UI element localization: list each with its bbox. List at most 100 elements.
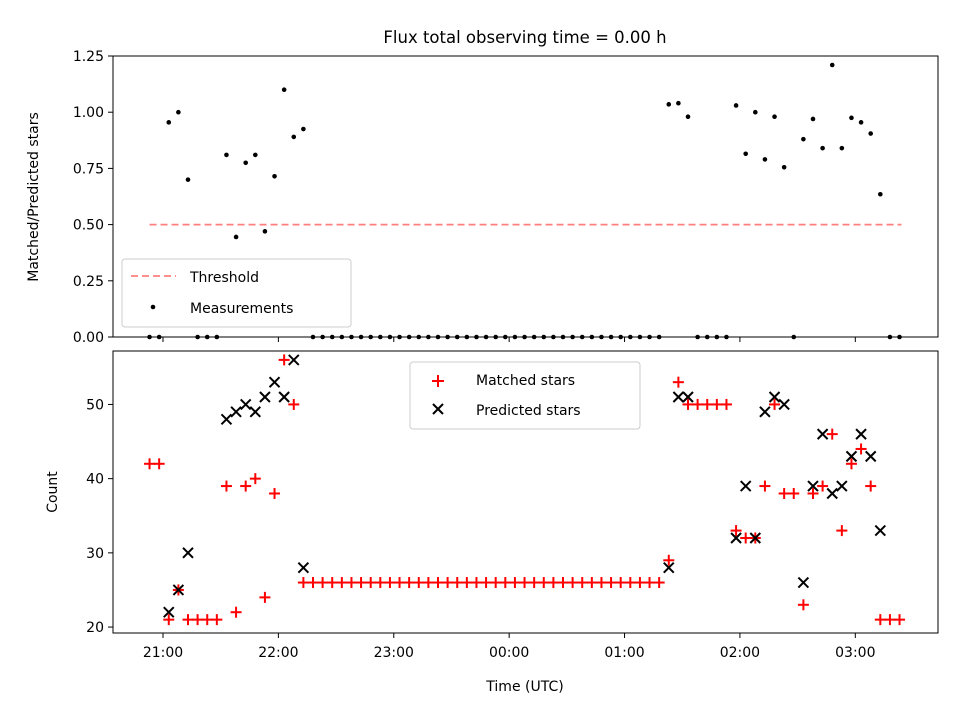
predicted-star-point	[845, 450, 858, 463]
predicted-star-point	[778, 398, 790, 411]
matched-star-point	[201, 614, 213, 626]
predicted-star-point	[864, 450, 877, 463]
predicted-stars-series	[163, 354, 887, 618]
measurement-point	[531, 334, 537, 340]
bottom-legend: Matched stars Predicted stars	[409, 361, 641, 430]
measurement-point	[512, 334, 518, 340]
matched-star-point	[788, 487, 800, 499]
x-axis-label: Time (UTC)	[485, 679, 563, 695]
matched-star-point	[259, 591, 271, 603]
top-legend-box	[121, 258, 352, 328]
matched-star-point	[230, 606, 242, 618]
matched-star-point	[278, 354, 290, 366]
measurement-point	[858, 120, 864, 125]
matched-star-point	[519, 577, 531, 589]
x-tick-label: 00:00	[489, 645, 529, 661]
matched-star-point	[769, 398, 781, 410]
matched-star-point	[326, 577, 338, 589]
matched-star-point	[576, 577, 588, 589]
measurement-point	[753, 109, 758, 115]
predicted-star-point	[797, 576, 810, 589]
measurement-point	[224, 152, 229, 158]
matched-star-point	[672, 376, 684, 388]
measurement-point	[560, 334, 566, 340]
measurement-point	[637, 334, 643, 340]
matched-star-point	[403, 577, 415, 589]
matched-star-point	[490, 577, 502, 589]
predicted-star-point	[855, 428, 867, 440]
matched-star-point	[220, 480, 232, 492]
matched-star-point	[682, 398, 694, 410]
measurement-point	[291, 134, 297, 140]
measurement-point	[704, 334, 710, 340]
measurement-point	[762, 157, 768, 162]
measurement-point	[503, 334, 508, 340]
matched-star-point	[297, 577, 309, 589]
measurement-point	[243, 160, 248, 166]
bottom-y-axis-label: Count	[45, 471, 61, 513]
matched-star-point	[547, 577, 559, 589]
measurement-point	[166, 120, 172, 125]
measurement-point	[791, 334, 797, 340]
measurement-point	[522, 334, 527, 340]
matched-star-point	[422, 577, 434, 589]
matched-star-point	[797, 599, 809, 611]
measurement-point	[262, 229, 268, 234]
matched-star-point	[653, 577, 665, 589]
measurement-point	[493, 334, 498, 340]
bottom-plot-frame	[112, 350, 939, 634]
chart-title: Flux total observing time = 0.00 h	[383, 28, 666, 47]
matched-star-point	[817, 480, 829, 492]
measurement-point	[147, 334, 152, 340]
matched-star-point	[884, 614, 896, 626]
matched-star-point	[663, 554, 675, 566]
predicted-star-point	[663, 561, 675, 574]
matched-star-point	[413, 577, 425, 589]
matched-star-point	[557, 577, 569, 589]
legend-threshold-label: Threshold	[189, 270, 259, 286]
matched-star-point	[317, 577, 329, 589]
measurement-point	[378, 334, 383, 340]
measurement-point	[666, 102, 672, 107]
y-tick-label: 1.00	[73, 105, 104, 121]
matched-star-point	[538, 577, 550, 589]
predicted-star-point	[826, 487, 838, 500]
measurement-point	[483, 334, 489, 340]
matched-star-point	[470, 577, 482, 589]
matched-star-point	[480, 577, 492, 589]
matched-star-point	[288, 398, 300, 410]
bottom-panel: 20 30 40 50 21:00 22:00 23:00 00:00 01:00 02:00 0…	[45, 350, 939, 695]
predicted-star-point	[297, 561, 310, 574]
measurement-point	[445, 334, 450, 340]
measurement-point	[397, 334, 402, 340]
measurement-point	[204, 334, 210, 340]
matched-star-point	[144, 458, 156, 470]
measurement-point	[416, 334, 422, 340]
matched-star-point	[336, 577, 348, 589]
matched-star-point	[615, 577, 627, 589]
measurement-point	[454, 334, 460, 340]
measurement-point	[599, 334, 604, 340]
measurement-point	[849, 115, 854, 121]
y-tick-label: 0.75	[73, 161, 104, 177]
predicted-star-point	[807, 480, 819, 492]
measurement-point	[772, 114, 777, 119]
measurement-point	[358, 334, 364, 340]
matched-star-point	[865, 480, 877, 492]
predicted-star-point	[749, 532, 762, 544]
measurement-point	[551, 334, 556, 340]
top-panel: 0.00 0.25 0.50 0.75 1.00 1.25 Matched/Predict…	[26, 49, 939, 346]
x-tick-label: 02:00	[720, 645, 760, 661]
top-y-axis: 0.00 0.25 0.50 0.75 1.00 1.25	[73, 49, 113, 346]
measurement-point	[368, 334, 373, 340]
legend-measurements-swatch	[150, 304, 156, 310]
matched-star-point	[509, 577, 521, 589]
measurement-point	[406, 334, 412, 340]
matched-star-point	[345, 577, 357, 589]
matched-star-point	[211, 614, 223, 626]
predicted-star-point	[768, 391, 781, 403]
matched-star-point	[355, 577, 367, 589]
predicted-star-point	[672, 391, 685, 403]
measurement-point	[570, 334, 575, 340]
measurement-point	[820, 145, 825, 151]
